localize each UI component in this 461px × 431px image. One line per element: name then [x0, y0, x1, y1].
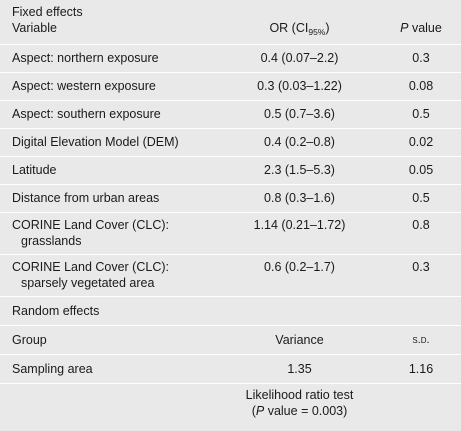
or-close: )	[325, 21, 330, 35]
p-value-column-header: P value	[381, 0, 461, 45]
table-row: Aspect: northern exposure 0.4 (0.07–2.2)…	[0, 44, 461, 73]
p-value-cell: 0.02	[381, 128, 461, 157]
p-value-cell: 0.8	[381, 212, 461, 255]
variance-column-header: Variance	[218, 325, 381, 355]
variable-cell: Aspect: southern exposure	[0, 100, 218, 129]
lrt-open-paren: (	[251, 403, 256, 418]
p-value-cell: 0.5	[381, 100, 461, 129]
variable-cell: Latitude	[0, 156, 218, 185]
header-variable-cell: Fixed effects Variable	[0, 0, 218, 45]
likelihood-ratio-cell: Likelihood ratio test (P value = 0.003)	[218, 383, 381, 431]
table-row: Aspect: southern exposure 0.5 (0.7–3.6) …	[0, 100, 461, 129]
table-row: CORINE Land Cover (CLC): sparsely vegeta…	[0, 254, 461, 297]
p-value-cell: 0.5	[381, 184, 461, 213]
table-row: Distance from urban areas 0.8 (0.3–1.6) …	[0, 184, 461, 213]
variable-cell: Digital Elevation Model (DEM)	[0, 128, 218, 157]
fixed-effects-label: Fixed effects	[12, 5, 83, 19]
variable-cell: Distance from urban areas	[0, 184, 218, 213]
p-italic: P	[400, 21, 409, 35]
p-value-cell: 0.05	[381, 156, 461, 185]
lrt-p-italic: P	[255, 403, 265, 418]
or-cell: 0.8 (0.3–1.6)	[218, 184, 381, 213]
likelihood-ratio-row: Likelihood ratio test (P value = 0.003)	[0, 383, 461, 431]
variable-line-1: CORINE Land Cover (CLC):	[12, 260, 169, 274]
p-value-label: value	[408, 21, 442, 35]
sd-cell: 1.16	[381, 354, 461, 384]
table-row: Digital Elevation Model (DEM) 0.4 (0.2–0…	[0, 128, 461, 157]
or-cell: 1.14 (0.21–1.72)	[218, 212, 381, 255]
table-row: CORINE Land Cover (CLC): grasslands 1.14…	[0, 212, 461, 255]
or-cell: 0.3 (0.03–1.22)	[218, 72, 381, 101]
variance-cell: 1.35	[218, 354, 381, 384]
or-cell: 0.5 (0.7–3.6)	[218, 100, 381, 129]
or-cell: 0.6 (0.2–1.7)	[218, 254, 381, 297]
random-effects-header-row: Group Variance s.d.	[0, 325, 461, 355]
or-cell: 0.4 (0.2–0.8)	[218, 128, 381, 157]
or-ci-subscript: 95%	[308, 27, 326, 37]
or-label: OR (CI	[269, 21, 309, 35]
p-value-cell: 0.3	[381, 44, 461, 73]
table-row: Aspect: western exposure 0.3 (0.03–1.22)…	[0, 72, 461, 101]
random-effects-label: Random effects	[0, 296, 218, 326]
or-cell: 2.3 (1.5–5.3)	[218, 156, 381, 185]
variable-line-1: CORINE Land Cover (CLC):	[12, 218, 169, 232]
variable-cell: Aspect: northern exposure	[0, 44, 218, 73]
or-column-header: OR (CI95%)	[218, 0, 381, 45]
variable-cell: Aspect: western exposure	[0, 72, 218, 101]
p-value-cell: 0.3	[381, 254, 461, 297]
p-value-cell: 0.08	[381, 72, 461, 101]
table-row: Sampling area 1.35 1.16	[0, 354, 461, 384]
random-effects-heading-row: Random effects	[0, 296, 461, 326]
variable-cell: CORINE Land Cover (CLC): grasslands	[0, 212, 218, 255]
variable-cell: CORINE Land Cover (CLC): sparsely vegeta…	[0, 254, 218, 297]
sd-column-header: s.d.	[381, 325, 461, 355]
variable-line-2: sparsely vegetated area	[21, 276, 155, 290]
table-row: Latitude 2.3 (1.5–5.3) 0.05	[0, 156, 461, 185]
header-row: Fixed effects Variable OR (CI95%) P valu…	[0, 0, 461, 45]
group-cell: Sampling area	[0, 354, 218, 384]
or-cell: 0.4 (0.07–2.2)	[218, 44, 381, 73]
lrt-title: Likelihood ratio test	[245, 387, 354, 402]
group-column-header: Group	[0, 325, 218, 355]
lrt-p-value: value = 0.003)	[264, 403, 348, 418]
variable-column-header: Variable	[12, 21, 57, 35]
variable-line-2: grasslands	[21, 234, 82, 248]
